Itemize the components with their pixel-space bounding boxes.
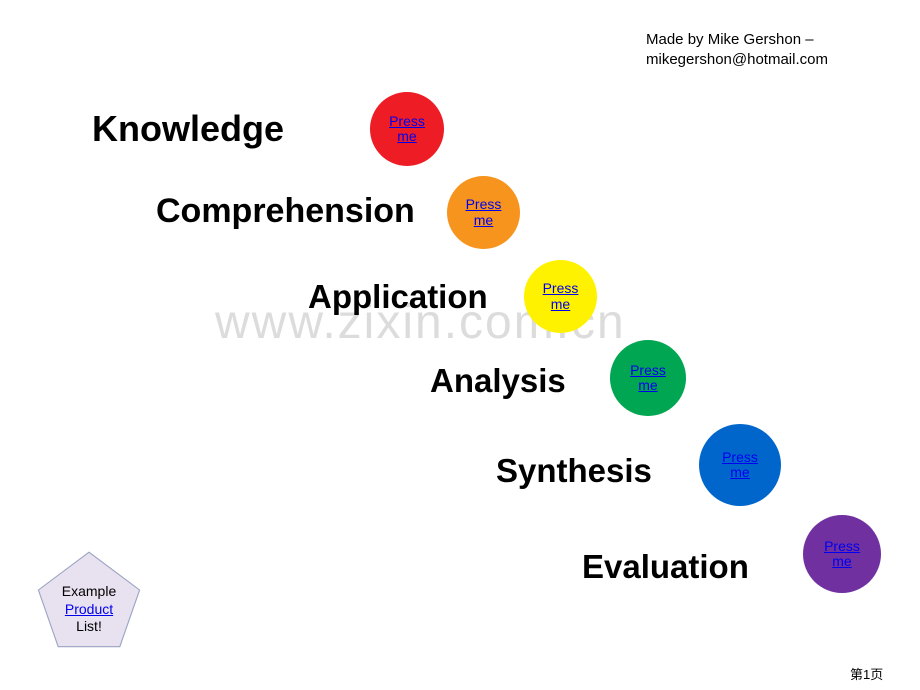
level-label-evaluation: Evaluation	[582, 548, 749, 586]
press-me-link[interactable]: Pressme	[630, 363, 666, 394]
level-label-application: Application	[308, 278, 488, 316]
press-me-link[interactable]: Pressme	[389, 114, 425, 145]
pentagon-text-top: Example	[62, 583, 116, 599]
credit-line1: Made by Mike Gershon –	[646, 31, 814, 48]
credit-block: Made by Mike Gershon – mikegershon@hotma…	[646, 30, 828, 69]
level-label-analysis: Analysis	[430, 362, 566, 400]
pentagon-product-link[interactable]: Product	[65, 601, 113, 617]
press-me-link[interactable]: Pressme	[722, 450, 758, 481]
press-circle-comprehension[interactable]: Pressme	[447, 176, 520, 249]
press-circle-knowledge[interactable]: Pressme	[370, 92, 444, 166]
example-product-pentagon[interactable]: Example Product List!	[34, 548, 144, 653]
slide-stage: www.zixin.com.cn Made by Mike Gershon – …	[0, 0, 920, 690]
press-circle-analysis[interactable]: Pressme	[610, 340, 686, 416]
press-circle-synthesis[interactable]: Pressme	[699, 424, 781, 506]
press-me-link[interactable]: Pressme	[824, 539, 860, 570]
press-me-link[interactable]: Pressme	[543, 281, 579, 312]
press-circle-evaluation[interactable]: Pressme	[803, 515, 881, 593]
page-number: 第1页	[850, 664, 883, 683]
press-circle-application[interactable]: Pressme	[524, 260, 597, 333]
credit-line2: mikegershon@hotmail.com	[646, 51, 828, 68]
level-label-comprehension: Comprehension	[156, 192, 415, 231]
level-label-knowledge: Knowledge	[92, 108, 284, 150]
level-label-synthesis: Synthesis	[496, 452, 652, 490]
press-me-link[interactable]: Pressme	[466, 197, 502, 228]
pentagon-text-bottom: List!	[76, 618, 102, 634]
pentagon-label: Example Product List!	[62, 583, 116, 636]
